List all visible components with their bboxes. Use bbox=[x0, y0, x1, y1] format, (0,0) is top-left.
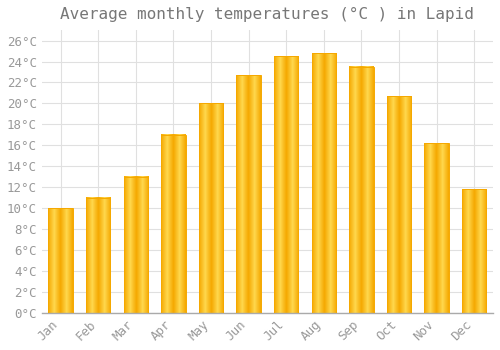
Bar bbox=[387, 96, 411, 313]
Bar bbox=[124, 177, 148, 313]
Bar bbox=[274, 56, 298, 313]
Bar bbox=[349, 67, 374, 313]
Bar bbox=[312, 53, 336, 313]
Bar bbox=[424, 143, 449, 313]
Bar bbox=[236, 75, 261, 313]
Bar bbox=[199, 104, 223, 313]
Bar bbox=[462, 189, 486, 313]
Bar bbox=[161, 135, 186, 313]
Title: Average monthly temperatures (°C ) in Lapid: Average monthly temperatures (°C ) in La… bbox=[60, 7, 474, 22]
Bar bbox=[48, 208, 73, 313]
Bar bbox=[86, 198, 110, 313]
